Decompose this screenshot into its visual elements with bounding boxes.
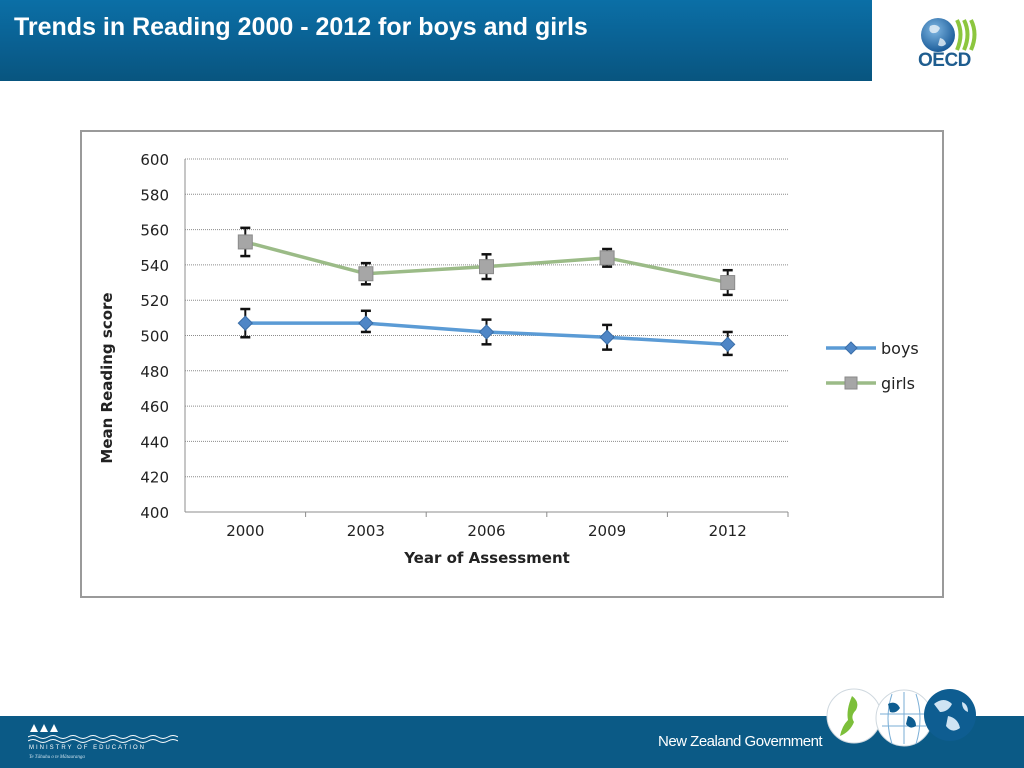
y-tick-label: 500: [140, 328, 169, 346]
nz-government-wordmark: New Zealand Government: [658, 733, 823, 750]
legend-label: boys: [881, 339, 919, 358]
legend-item-boys: boys: [826, 339, 919, 358]
x-tick-label: 2000: [226, 522, 264, 540]
y-tick-label: 600: [140, 151, 169, 169]
x-axis-label: Year of Assessment: [403, 549, 570, 567]
x-tick-label: 2006: [467, 522, 505, 540]
data-point-boys: [599, 329, 615, 345]
y-tick-label: 460: [140, 398, 169, 416]
axes: [184, 159, 789, 517]
y-tick-labels: 400 420 440 460 480 500 520 540 560 580 600: [140, 151, 169, 522]
y-tick-label: 440: [140, 433, 169, 451]
data-point-boys: [478, 324, 495, 340]
x-tick-label: 2003: [347, 522, 385, 540]
x-tick-labels: 2000 2003 2006 2009 2012: [226, 522, 747, 540]
gridlines: [185, 158, 788, 478]
data-point-boys: [719, 336, 736, 353]
data-point-boys: [358, 315, 374, 331]
ministry-name: MINISTRY OF EDUCATION: [29, 745, 147, 751]
legend-marker: [844, 376, 858, 390]
data-point-boys: [237, 315, 254, 331]
data-point-girls: [599, 250, 615, 266]
oecd-logo-icon: [921, 18, 977, 52]
y-tick-label: 420: [140, 469, 169, 487]
legend-item-girls: girls: [826, 374, 915, 393]
y-tick-label: 560: [140, 222, 169, 240]
y-tick-label: 480: [140, 363, 169, 381]
data-point-girls: [237, 234, 253, 250]
series: [237, 226, 736, 357]
y-tick-label: 540: [140, 257, 169, 275]
series-boys: [237, 307, 736, 357]
chart-frame: [80, 130, 944, 598]
legend-label: girls: [881, 374, 915, 393]
legend-marker: [844, 341, 858, 355]
y-tick-label: 520: [140, 292, 169, 310]
ministry-logo-icon: [28, 724, 178, 743]
y-axis-label: Mean Reading score: [98, 292, 116, 463]
globes-emblem-icon: [826, 688, 976, 747]
slide-title: Trends in Reading 2000 - 2012 for boys a…: [14, 13, 588, 41]
data-point-girls: [358, 266, 374, 282]
oecd-wordmark: OECD: [918, 50, 971, 71]
data-point-girls: [479, 259, 494, 275]
legend: boys girls: [826, 339, 919, 393]
y-tick-label: 400: [140, 504, 169, 522]
ministry-subtitle: Te Tāhuhu o te Mātauranga: [29, 755, 85, 760]
x-tick-label: 2009: [588, 522, 626, 540]
x-tick-label: 2012: [709, 522, 747, 540]
series-girls: [237, 226, 736, 297]
title-bar: Trends in Reading 2000 - 2012 for boys a…: [0, 0, 872, 81]
data-point-girls: [720, 275, 736, 291]
y-tick-label: 580: [140, 186, 169, 204]
